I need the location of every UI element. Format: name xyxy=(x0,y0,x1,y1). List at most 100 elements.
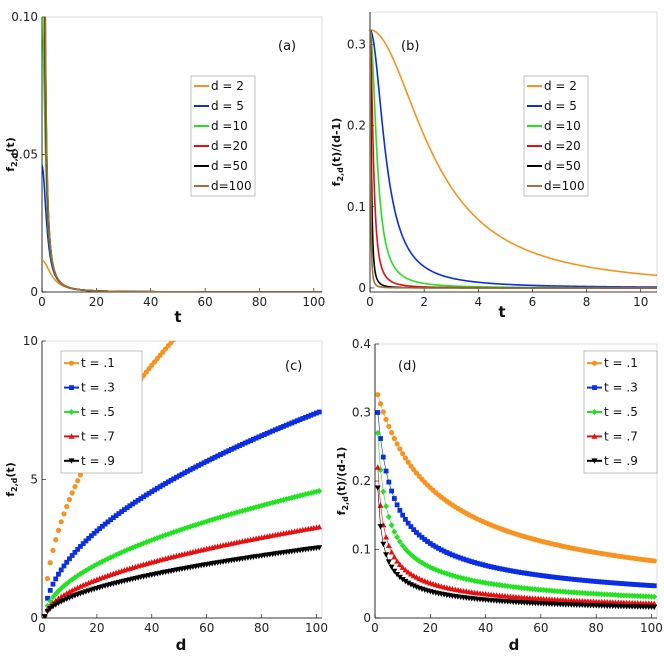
data-point xyxy=(187,467,193,473)
data-point xyxy=(408,463,414,469)
data-point xyxy=(135,497,141,503)
data-point xyxy=(146,490,152,496)
data-point xyxy=(77,472,84,478)
data-point xyxy=(375,464,381,470)
data-point xyxy=(521,570,527,576)
legend-item: t = .3 xyxy=(64,381,115,395)
y-tick-label: 0.4 xyxy=(352,337,371,351)
y-tick-label: 0.2 xyxy=(347,119,366,133)
data-point xyxy=(204,458,210,464)
data-point xyxy=(121,507,127,513)
data-point xyxy=(58,519,64,525)
data-point xyxy=(513,569,519,575)
data-point xyxy=(75,478,81,484)
data-point xyxy=(42,614,48,618)
x-tick-label: 40 xyxy=(478,621,493,635)
data-point xyxy=(44,575,51,582)
x-axis-label: d xyxy=(176,636,187,654)
data-point xyxy=(119,509,125,514)
plot-area xyxy=(42,17,322,292)
data-point xyxy=(75,546,81,552)
series-markers xyxy=(375,410,657,589)
legend-item: t = .9 xyxy=(587,454,638,468)
data-point xyxy=(416,532,422,538)
legend-item: d =20 xyxy=(527,139,581,153)
data-point xyxy=(314,410,319,416)
data-point xyxy=(160,482,166,488)
series-markers xyxy=(375,485,657,611)
x-tick-label: 80 xyxy=(254,621,269,635)
data-point xyxy=(264,430,270,436)
data-point xyxy=(555,575,560,580)
data-point xyxy=(286,421,292,427)
legend-item: d = 2 xyxy=(194,79,244,93)
data-point xyxy=(430,542,436,548)
data-point xyxy=(69,490,75,496)
data-point xyxy=(610,580,616,586)
y-tick-label: 0.05 xyxy=(11,148,38,162)
data-point xyxy=(527,571,533,577)
data-point xyxy=(599,579,605,585)
data-point xyxy=(50,581,56,587)
data-point xyxy=(405,459,411,465)
data-point xyxy=(615,580,621,586)
x-tick-label: 8 xyxy=(583,295,591,309)
data-point xyxy=(463,557,469,563)
data-point xyxy=(94,528,100,534)
legend-label: d=100 xyxy=(211,179,252,193)
data-point xyxy=(127,503,133,509)
data-point xyxy=(49,594,56,601)
data-point xyxy=(563,576,569,581)
legend-item: d=100 xyxy=(527,179,585,193)
data-point xyxy=(300,416,306,421)
data-point xyxy=(179,471,185,477)
legend-item: d = 2 xyxy=(527,79,577,93)
data-point xyxy=(538,573,544,578)
y-tick-label: 5 xyxy=(30,473,38,487)
data-point xyxy=(174,474,179,480)
data-point xyxy=(519,570,524,575)
x-tick-label: 40 xyxy=(143,295,158,309)
data-point xyxy=(66,496,73,503)
y-axis-label: f2,d(t)/(d-1) xyxy=(330,118,345,187)
panel-label: (a) xyxy=(278,39,296,54)
legend-item: t = .5 xyxy=(587,405,638,419)
data-point xyxy=(226,448,232,454)
series-line xyxy=(377,467,403,568)
data-point xyxy=(207,457,212,463)
data-point xyxy=(215,453,221,459)
legend-item: t = .7 xyxy=(64,429,115,443)
data-point xyxy=(47,606,54,612)
data-point xyxy=(113,513,119,518)
legend-item: d =50 xyxy=(527,159,581,173)
y-tick-label: 0.2 xyxy=(352,474,371,488)
data-point xyxy=(316,545,322,551)
x-tick-label: 2 xyxy=(420,295,428,309)
data-point xyxy=(643,582,649,588)
legend-label: d =20 xyxy=(544,139,581,153)
data-point xyxy=(494,565,500,571)
y-tick-label: 0 xyxy=(363,611,371,625)
data-point xyxy=(618,581,624,586)
x-axis-label: d xyxy=(509,636,520,654)
data-point xyxy=(72,484,78,490)
data-point xyxy=(579,577,585,583)
data-point xyxy=(497,566,502,571)
series-markers xyxy=(375,430,657,600)
data-point xyxy=(552,574,558,580)
x-tick-label: 60 xyxy=(199,621,214,635)
data-point xyxy=(466,558,472,564)
data-point xyxy=(289,420,295,426)
data-point xyxy=(651,558,657,564)
data-point xyxy=(499,566,505,572)
data-point xyxy=(86,535,92,541)
data-point xyxy=(585,578,591,584)
data-point xyxy=(626,581,632,587)
data-point xyxy=(190,465,196,471)
data-point xyxy=(253,435,259,441)
legend-label: t = .5 xyxy=(81,405,115,419)
data-point xyxy=(229,446,234,452)
data-point xyxy=(297,417,303,422)
legend-box xyxy=(190,75,256,197)
